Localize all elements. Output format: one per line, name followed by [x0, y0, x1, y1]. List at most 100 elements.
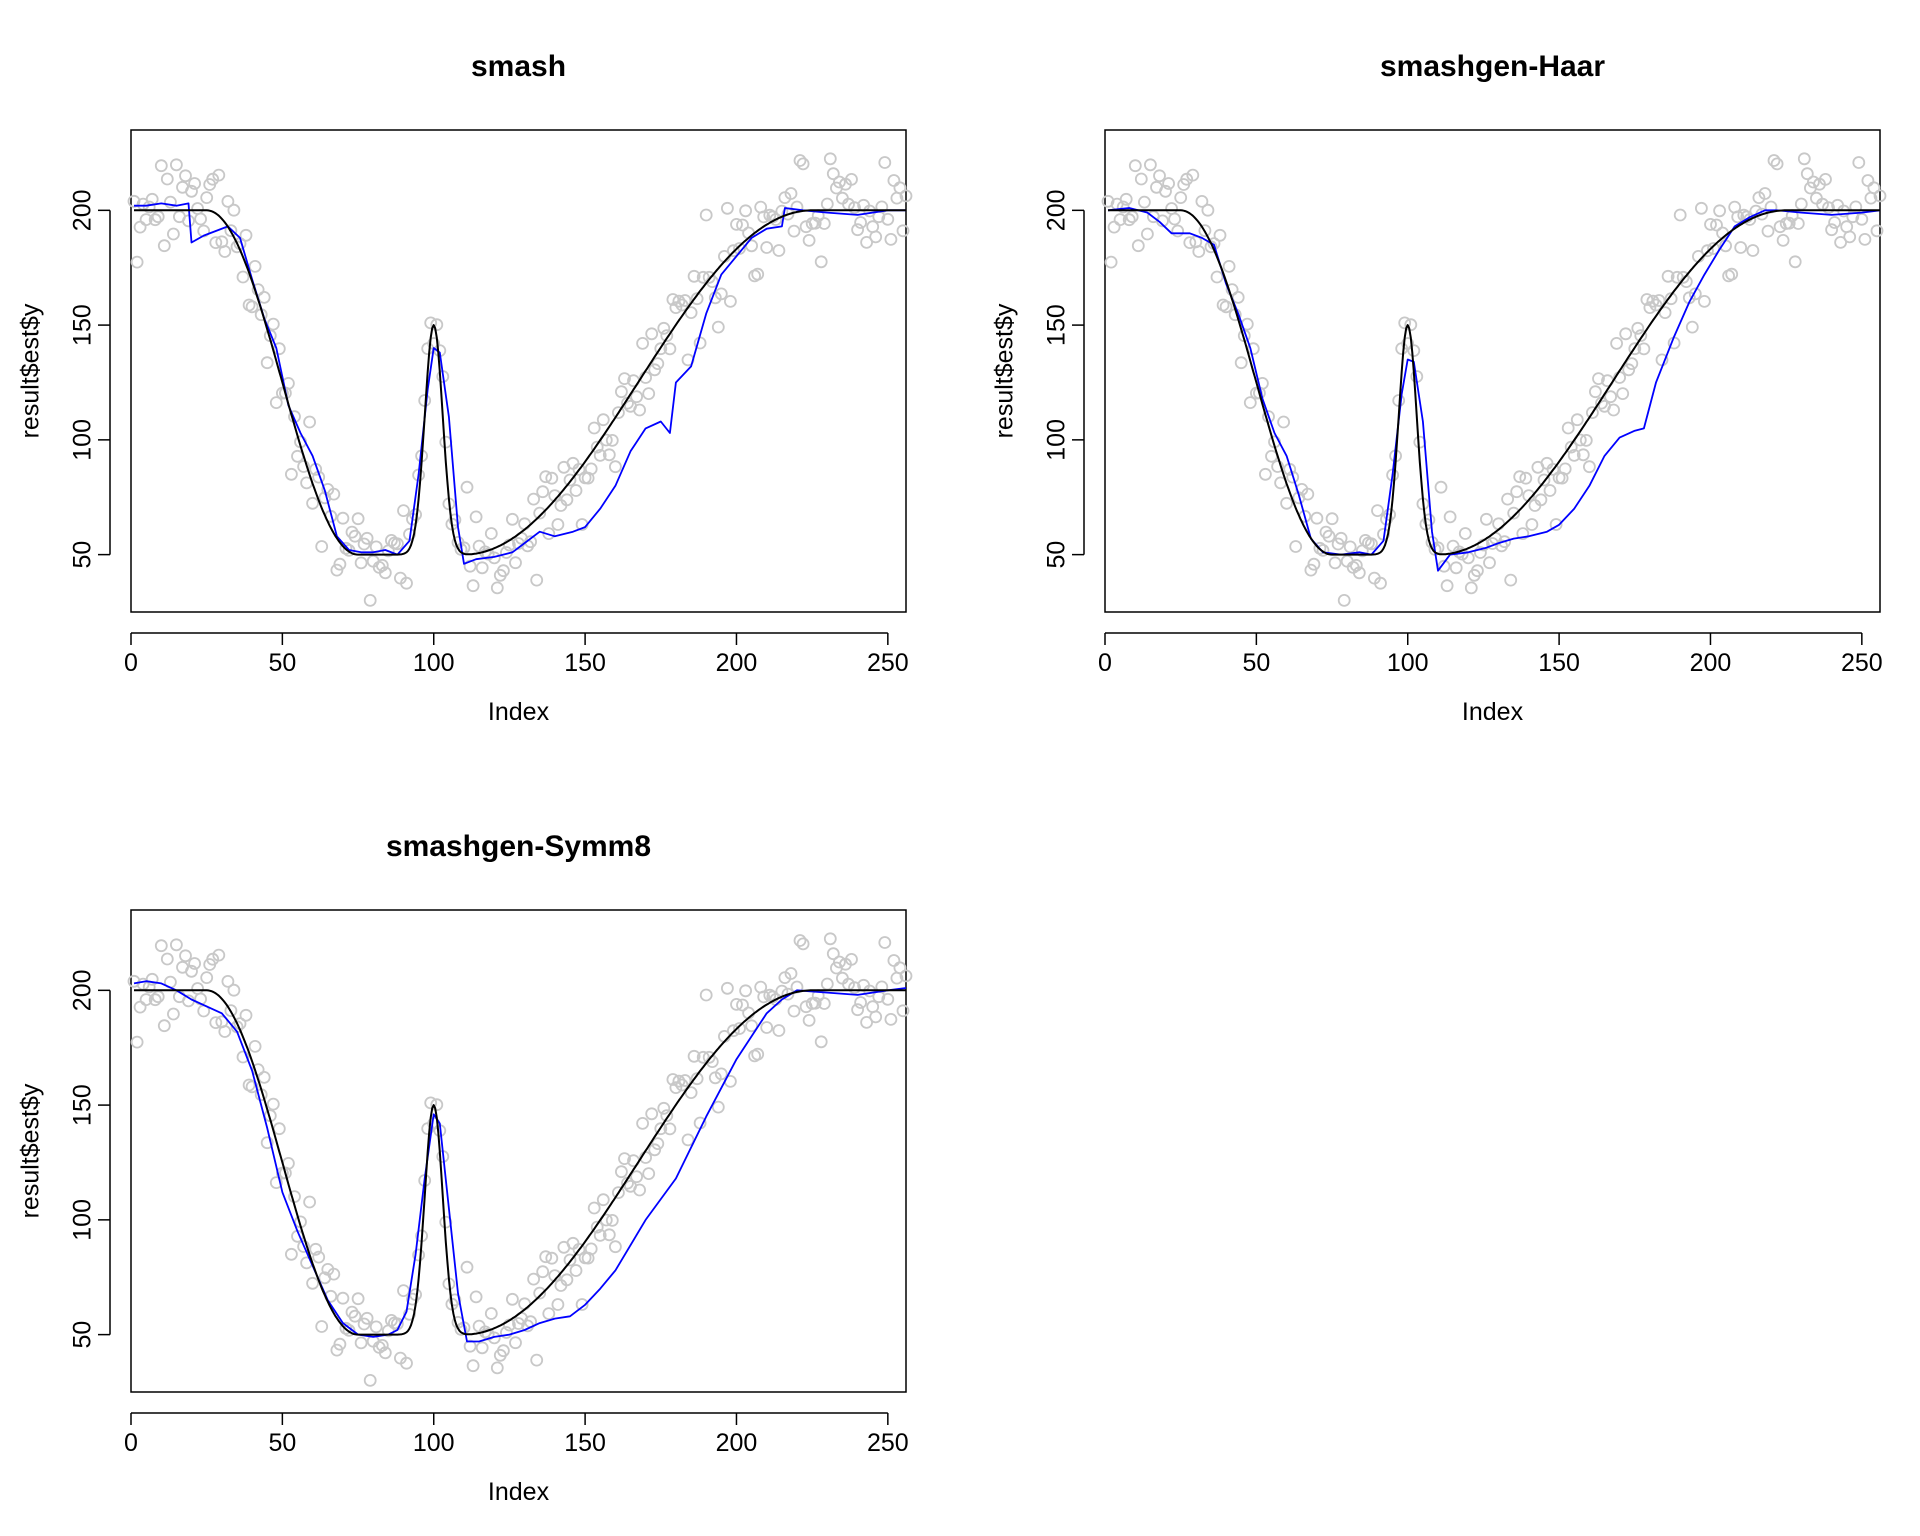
data-point: [684, 1086, 698, 1099]
data-point: [636, 336, 649, 350]
data-point: [727, 244, 740, 258]
data-point: [633, 1183, 646, 1197]
data-point: [808, 216, 822, 230]
data-point: [1280, 496, 1293, 510]
data-point: [711, 320, 725, 334]
data-point: [188, 957, 202, 970]
data-point: [590, 1220, 604, 1234]
x-tick-label: 0: [124, 649, 138, 677]
data-point: [1349, 559, 1363, 572]
data-point: [618, 372, 631, 386]
data-point: [360, 531, 374, 545]
data-point: [560, 493, 574, 507]
data-point: [605, 433, 619, 447]
data-point: [1440, 579, 1454, 593]
data-point: [584, 1242, 598, 1256]
x-axis-label: Index: [488, 698, 550, 726]
data-point: [1328, 556, 1342, 570]
data-point: [848, 201, 861, 215]
data-point: [802, 1014, 816, 1027]
data-point: [633, 403, 646, 417]
data-point: [166, 1007, 180, 1021]
data-point: [400, 1356, 413, 1370]
data-point: [1561, 421, 1575, 435]
data-point: [796, 157, 810, 171]
x-tick-label: 150: [564, 649, 606, 677]
data-point: [1365, 537, 1378, 551]
data-point: [306, 496, 320, 510]
data-point: [866, 220, 880, 234]
data-point: [490, 1361, 504, 1375]
data-point: [672, 1074, 686, 1088]
data-point: [1843, 230, 1857, 244]
data-point: [1474, 546, 1487, 559]
data-point: [563, 473, 577, 487]
data-point: [506, 1292, 519, 1306]
data-point: [545, 471, 559, 485]
data-point: [733, 1022, 746, 1035]
chart-panel-3: smashgen-Symm8 0 50 100 150 200 250 Index 50 100 1…: [17, 830, 913, 1506]
x-axis: 0 50 100 150 200 250: [124, 1412, 909, 1457]
y-tick-label: 200: [69, 189, 97, 231]
data-point: [851, 223, 864, 237]
data-point: [157, 1019, 171, 1033]
x-tick-label: 250: [867, 1429, 909, 1457]
data-point: [424, 1096, 438, 1110]
data-point: [1616, 387, 1630, 401]
data-point: [1310, 511, 1324, 525]
data-point: [1404, 318, 1418, 332]
data-point: [397, 1284, 410, 1297]
data-point: [860, 1016, 873, 1029]
data-point: [351, 1292, 365, 1306]
data-point: [1337, 594, 1351, 607]
data-point: [284, 467, 298, 481]
data-point: [1122, 213, 1136, 227]
data-point: [739, 984, 752, 998]
y-tick-label: 150: [1043, 304, 1071, 346]
data-point: [157, 239, 171, 253]
data-point: [817, 217, 831, 230]
y-tick-label: 50: [69, 1321, 97, 1349]
data-point: [690, 1072, 704, 1086]
data-point: [878, 936, 892, 949]
data-point: [669, 1081, 683, 1094]
data-point: [239, 228, 253, 242]
data-point: [896, 224, 910, 238]
data-point: [139, 213, 153, 227]
data-point: [315, 1320, 329, 1333]
data-point: [527, 492, 540, 506]
data-point: [681, 1133, 695, 1147]
chart-title: smash: [471, 50, 566, 83]
data-point: [269, 396, 283, 410]
data-point: [899, 969, 913, 983]
data-point: [348, 529, 362, 543]
data-point: [1334, 531, 1348, 545]
data-point: [188, 177, 202, 190]
data-point: [1701, 244, 1714, 258]
data-point: [327, 1267, 341, 1281]
data-point: [820, 197, 834, 211]
data-point: [1607, 403, 1620, 417]
data-point: [1873, 189, 1887, 203]
y-axis-label: result$est$y: [17, 303, 45, 438]
data-point: [191, 202, 205, 215]
data-point: [1855, 212, 1869, 226]
chart-panel-2: smashgen-Haar 0 50 100 150 200 250 Index 50 100 15…: [991, 50, 1887, 726]
data-point: [496, 1344, 510, 1358]
data-point: [572, 462, 586, 476]
data-point: [1640, 293, 1654, 306]
data-point: [711, 1100, 725, 1114]
data-point: [1637, 342, 1651, 356]
data-point: [1731, 210, 1745, 224]
x-axis: 0 50 100 150 200 250: [124, 632, 909, 677]
data-point: [563, 1253, 577, 1267]
data-point: [672, 294, 686, 308]
data-point: [506, 512, 519, 526]
data-point: [375, 1339, 389, 1352]
data-point: [509, 556, 522, 570]
data-point: [869, 230, 883, 244]
data-point: [1685, 320, 1699, 334]
data-point: [884, 232, 898, 246]
data-point: [539, 1250, 553, 1264]
data-point: [1159, 184, 1172, 198]
